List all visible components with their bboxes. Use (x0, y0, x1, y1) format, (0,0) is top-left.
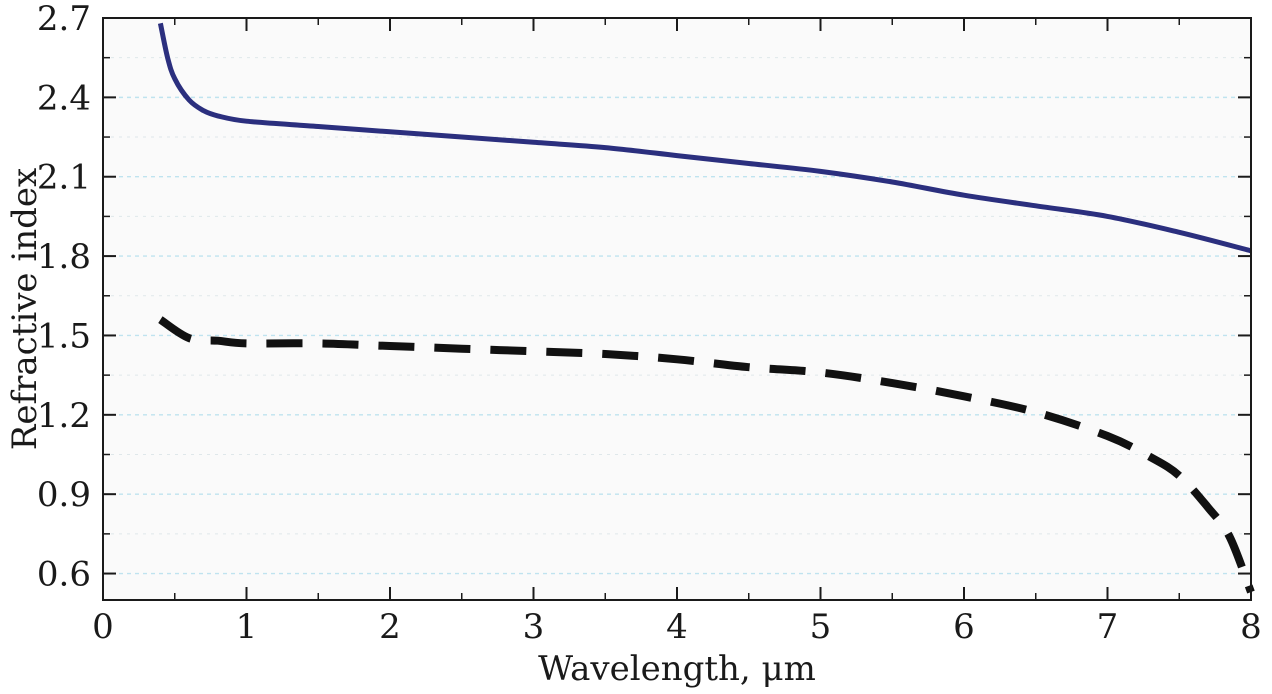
dashed-series-line (158, 316, 1255, 594)
solid-series-line (157, 22, 1252, 254)
x-tick-label-1: 1 (236, 607, 258, 647)
series-layer (157, 22, 1255, 594)
y-tick-label-6: 2.4 (37, 78, 91, 118)
y-tick-label-2: 1.2 (37, 396, 91, 436)
x-tick-label-7: 7 (1097, 607, 1119, 647)
x-tick-label-4: 4 (666, 607, 688, 647)
x-axis-title: Wavelength, μm (538, 649, 816, 689)
plot-background (103, 18, 1251, 600)
y-tick-label-0: 0.6 (37, 555, 91, 595)
x-axis: 0 1 2 3 4 5 6 7 8 (92, 18, 1262, 647)
y-tick-label-3: 1.5 (37, 316, 91, 356)
y-tick-label-5: 2.1 (37, 158, 91, 198)
y-tick-label-1: 0.9 (37, 475, 91, 515)
x-tick-label-2: 2 (379, 607, 401, 647)
x-tick-label-5: 5 (810, 607, 832, 647)
x-tick-label-3: 3 (523, 607, 545, 647)
y-tick-label-4: 1.8 (37, 237, 91, 277)
x-tick-label-6: 6 (953, 607, 975, 647)
x-tick-label-0: 0 (92, 607, 114, 647)
x-tick-label-8: 8 (1240, 607, 1262, 647)
y-axis-title: Refractive index (5, 168, 45, 450)
y-axis: 0.6 0.9 1.2 1.5 1.8 2.1 2.4 2.7 (37, 0, 1251, 595)
y-tick-label-7: 2.7 (37, 0, 91, 39)
